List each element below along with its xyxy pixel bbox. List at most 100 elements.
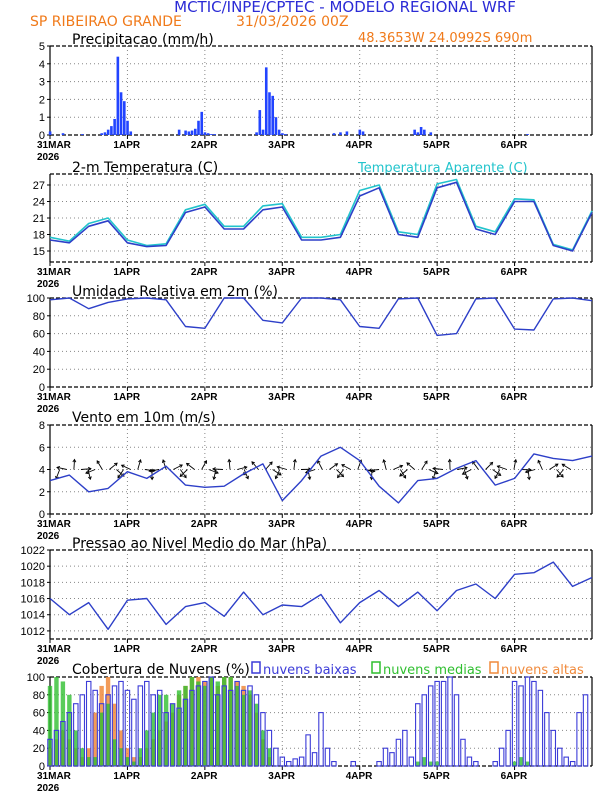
mid-cloud-bar (241, 694, 246, 766)
mid-cloud-bar (222, 677, 227, 766)
wind-arrow-head (212, 476, 217, 481)
x-tick-label: 6APR (501, 644, 528, 655)
x-tick-label: 2APR (191, 519, 218, 530)
wind-arrow-head (274, 475, 279, 480)
apparent-temp-legend: Temperatura Aparente (C) (357, 161, 528, 176)
y-tick-label: 0 (39, 509, 45, 521)
low-cloud-bar (182, 698, 189, 767)
wind-arrow (549, 463, 559, 470)
mid-cloud-bar (196, 681, 201, 766)
low-cloud-bar (163, 712, 169, 767)
x-tick-label: 3APR (268, 392, 295, 403)
low-cloud-bar (208, 676, 215, 767)
wind-arrow-head (96, 460, 101, 464)
wind-arrow (337, 469, 344, 478)
y-tick-label: 5 (39, 41, 45, 53)
low-cloud-bar (544, 712, 550, 767)
wind-arrow (137, 459, 142, 470)
wind-arrow (243, 469, 249, 479)
low-cloud-bar (156, 689, 163, 767)
temperature-title: 2-m Temperatura (C) (72, 160, 218, 176)
wind-arrow (556, 469, 564, 478)
low-cloud-bar (382, 747, 389, 767)
low-cloud-bar (511, 680, 518, 767)
low-cloud-bar (131, 698, 137, 767)
precip-bar (110, 126, 113, 135)
x-tick-label: 5APR (423, 140, 450, 151)
y-tick-label: 4 (39, 59, 45, 71)
wind-arrow-head (399, 464, 404, 469)
low-cloud-bar (79, 694, 86, 767)
year-label: 2026 (37, 783, 60, 792)
y-tick-label: 100 (27, 293, 45, 305)
mid-cloud-bar (254, 703, 259, 766)
y-tick-label: 18 (33, 230, 45, 242)
wind-arrow (213, 469, 217, 480)
wind-arrow (55, 469, 61, 479)
wind-arrow (173, 464, 183, 470)
precip-bar (526, 134, 529, 135)
low-cloud-bar (576, 712, 582, 767)
low-cloud-bar (537, 689, 544, 767)
x-tick-label: 2APR (191, 771, 218, 782)
low-cloud-bar (582, 694, 589, 767)
mid-cloud-bar (518, 757, 524, 766)
y-tick-label: 1012 (21, 626, 45, 638)
low-cloud-bar (227, 689, 234, 767)
low-cloud-bar (73, 703, 79, 767)
wind-arrow (537, 460, 543, 470)
wind-arrow (109, 462, 118, 470)
precip-bar (100, 133, 104, 135)
x-tick-label: 31MAR (37, 140, 72, 151)
wind-arrow-head (179, 464, 183, 468)
x-tick-label: 5APR (423, 644, 450, 655)
wind-arrow-head (561, 463, 566, 468)
mid-cloud-bar (99, 712, 104, 766)
wind-arrow-head (179, 473, 184, 477)
panel-pressure: Pressao ao Nivel Medio do Mar (hPa) 1012… (21, 536, 593, 667)
x-tick-label: 5APR (423, 771, 450, 782)
precip-bar (103, 132, 107, 135)
low-cloud-bar (524, 676, 531, 767)
wind-arrow (56, 466, 67, 470)
wind-arrow-head (432, 466, 436, 471)
mid-cloud-bar (183, 685, 188, 766)
wind-arrow-head (212, 467, 216, 471)
low-cloud-bar (169, 703, 176, 767)
low-cloud-bar (556, 747, 563, 767)
x-tick-label: 6APR (501, 771, 528, 782)
x-tick-label: 6APR (501, 519, 528, 530)
wind-arrow (201, 460, 207, 470)
wind-arrow-head (496, 465, 501, 469)
year-label: 2026 (37, 152, 60, 163)
x-tick-label: 3APR (268, 519, 295, 530)
year-label: 2026 (37, 279, 60, 290)
low-cloud-bar (60, 720, 66, 767)
low-cloud-bar (447, 676, 453, 767)
low-cloud-bar (331, 760, 337, 767)
wind-arrow-head (464, 475, 469, 480)
panel-wind: Vento em 10m (m/s) 0 2 4 6 8 31MAR 1APR 2APR 3AP… (37, 410, 593, 542)
wind-arrow-head (151, 468, 156, 473)
wind-arrow (305, 469, 316, 474)
year-label: 2026 (37, 404, 60, 415)
precip-bar (126, 120, 129, 135)
chart-title: MCTIC/INPE/CPTEC - MODELO REGIONAL WRF (174, 0, 516, 16)
precip-bar (274, 117, 278, 135)
year-label: 2026 (37, 531, 60, 542)
wind-arrow (472, 461, 479, 470)
x-tick-label: 31MAR (37, 267, 72, 278)
low-cloud-bar (311, 752, 318, 767)
mid-cloud-bar (60, 681, 66, 766)
precip-bar (123, 101, 126, 135)
wind-arrow-head (524, 469, 529, 474)
wind-arrow (492, 469, 501, 476)
apparent-temperature-line (49, 178, 593, 251)
wind-arrow-head (368, 468, 372, 473)
x-tick-label: 1APR (113, 140, 140, 151)
wind-arrow-head (150, 476, 154, 481)
mid-cloud-bar (86, 757, 91, 766)
wind-arrow (162, 459, 167, 470)
wind-arrow (85, 469, 96, 474)
panel-temperature: 2-m Temperatura (C) Temperatura Aparente… (33, 160, 593, 290)
